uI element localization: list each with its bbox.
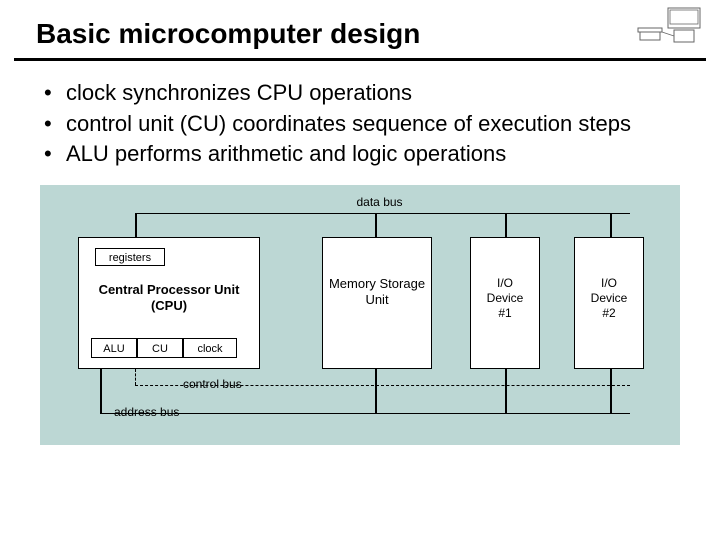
slide-header: Basic microcomputer design [14, 0, 706, 61]
memory-label-2: Unit [365, 292, 388, 307]
io1-label-1: I/O [497, 276, 513, 290]
clock-box: clock [183, 338, 237, 358]
bullet-list: clock synchronizes CPU operations contro… [0, 61, 720, 179]
bullet-item: clock synchronizes CPU operations [44, 79, 690, 108]
cpu-title-2: (CPU) [151, 298, 187, 313]
io1-label-3: #1 [498, 306, 511, 320]
address-bus-line [100, 413, 630, 415]
io2-label-2: Device [591, 291, 628, 305]
bullet-item: ALU performs arithmetic and logic operat… [44, 140, 690, 169]
slide-title: Basic microcomputer design [36, 18, 684, 50]
memory-block: Memory Storage Unit [322, 237, 432, 369]
io-device-1-block: I/O Device #1 [470, 237, 540, 369]
architecture-diagram: data bus control bus address bus registe… [40, 185, 680, 445]
registers-box: registers [95, 248, 165, 266]
data-bus-line [135, 213, 630, 215]
io1-label-2: Device [487, 291, 524, 305]
alu-box: ALU [91, 338, 137, 358]
io2-label-3: #2 [602, 306, 615, 320]
control-bus-label: control bus [183, 377, 242, 391]
computer-icon [636, 6, 706, 54]
data-bus-label: data bus [357, 195, 403, 209]
cu-box: CU [137, 338, 183, 358]
cpu-block: registers Central Processor Unit (CPU) A… [78, 237, 260, 369]
io2-label-1: I/O [601, 276, 617, 290]
bullet-item: control unit (CU) coordinates sequence o… [44, 110, 690, 139]
cpu-title-1: Central Processor Unit [99, 282, 240, 297]
memory-label-1: Memory Storage [329, 276, 425, 291]
address-bus-label: address bus [114, 405, 179, 419]
io-device-2-block: I/O Device #2 [574, 237, 644, 369]
